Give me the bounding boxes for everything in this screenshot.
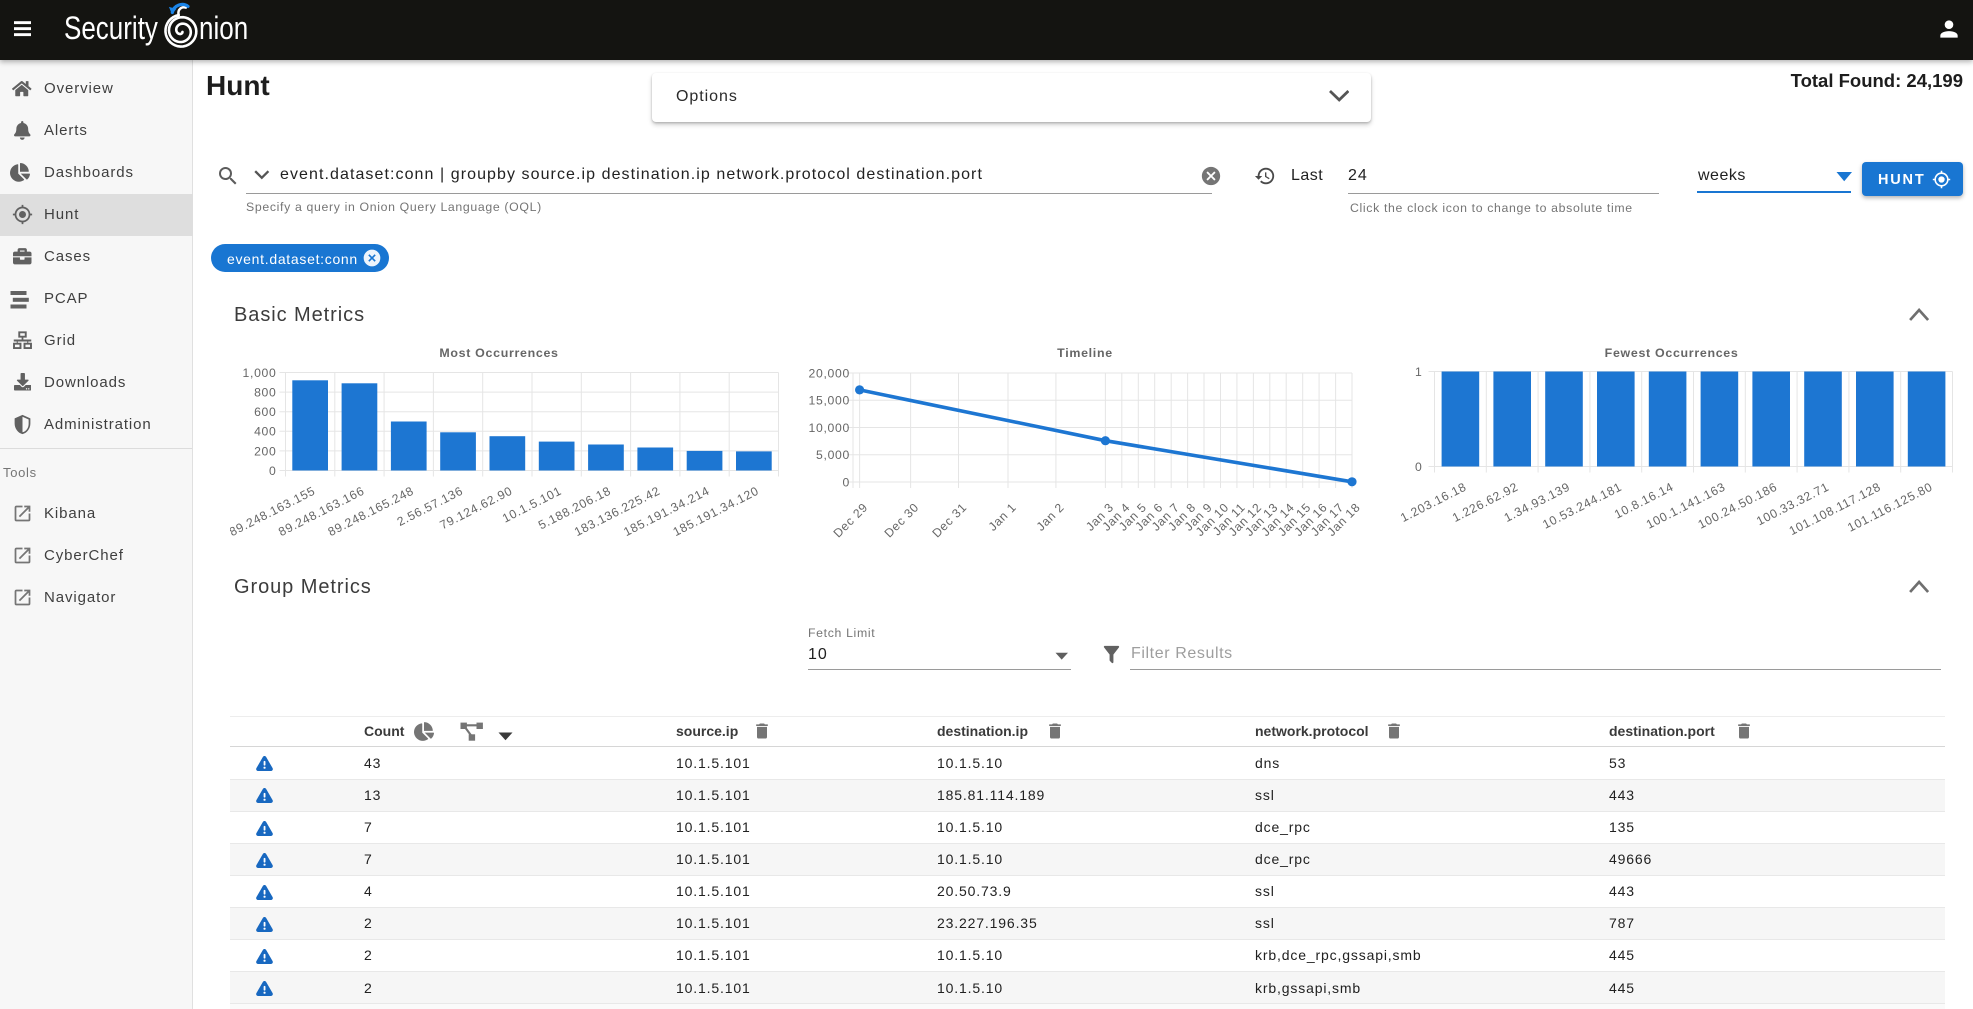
svg-text:1: 1	[1415, 365, 1422, 379]
svg-text:10,000: 10,000	[809, 421, 850, 435]
svg-text:Dec 31: Dec 31	[929, 500, 969, 540]
svg-text:200: 200	[254, 444, 276, 458]
svg-text:0: 0	[1415, 460, 1422, 474]
svg-text:15,000: 15,000	[809, 394, 850, 408]
svg-text:400: 400	[254, 425, 276, 439]
svg-text:Timeline: Timeline	[1057, 346, 1113, 360]
svg-text:600: 600	[254, 405, 276, 419]
svg-text:185.191.34.214: 185.191.34.214	[621, 484, 712, 539]
svg-text:0: 0	[269, 464, 276, 478]
svg-text:89.248.163.166: 89.248.163.166	[276, 484, 367, 539]
svg-text:1,000: 1,000	[243, 366, 277, 380]
svg-text:Fewest Occurrences: Fewest Occurrences	[1605, 346, 1739, 360]
svg-text:Dec 30: Dec 30	[882, 500, 922, 540]
svg-text:101.108.117.128: 101.108.117.128	[1787, 480, 1883, 538]
svg-text:Jan 1: Jan 1	[986, 500, 1019, 533]
svg-text:0: 0	[843, 475, 850, 489]
svg-text:183.136.225.42: 183.136.225.42	[572, 484, 663, 539]
svg-text:Jan 2: Jan 2	[1034, 500, 1067, 533]
svg-text:5,000: 5,000	[816, 448, 850, 462]
svg-text:20,000: 20,000	[809, 366, 850, 380]
svg-text:Dec 29: Dec 29	[831, 500, 871, 540]
svg-text:800: 800	[254, 386, 276, 400]
svg-text:185.191.34.120: 185.191.34.120	[671, 484, 762, 539]
svg-text:Most Occurrences: Most Occurrences	[439, 346, 558, 360]
